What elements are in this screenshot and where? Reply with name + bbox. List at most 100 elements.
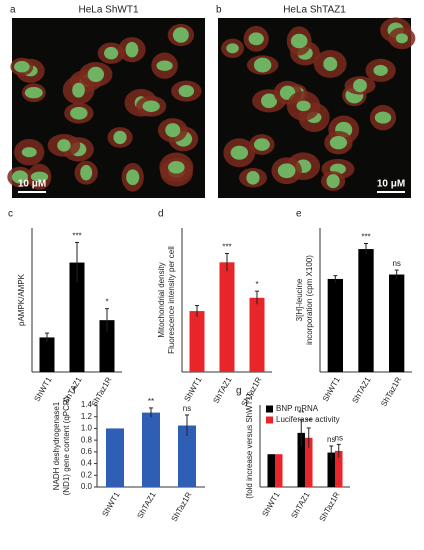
significance: * xyxy=(255,280,258,289)
y-axis-label: (fold increase versus ShWT1) xyxy=(245,393,254,499)
significance: *** xyxy=(222,243,231,252)
significance: *** xyxy=(361,233,370,242)
nucleus xyxy=(226,43,239,54)
nucleus xyxy=(296,100,311,112)
nucleus xyxy=(30,171,49,182)
y-tick-label: 0.2 xyxy=(81,470,93,479)
x-tick-label: ShWT1 xyxy=(182,375,203,403)
nucleus xyxy=(253,138,270,151)
bar xyxy=(305,437,313,487)
nucleus xyxy=(156,60,173,71)
bar xyxy=(178,425,196,487)
nucleus xyxy=(21,147,37,158)
significance: * xyxy=(105,298,108,307)
nucleus xyxy=(395,33,408,44)
bar xyxy=(99,320,115,372)
nucleus xyxy=(277,163,296,179)
panel-letter: a xyxy=(10,5,16,16)
y-tick-label: 1.2 xyxy=(81,412,93,421)
nucleus xyxy=(373,64,388,76)
nucleus xyxy=(57,139,71,152)
significance: ** xyxy=(306,417,312,426)
bar xyxy=(249,297,265,372)
nucleus xyxy=(323,56,338,72)
significance: ** xyxy=(148,397,154,406)
x-tick-label: ShTAZ1 xyxy=(135,490,157,520)
nucleus xyxy=(246,170,260,185)
nucleus xyxy=(253,57,272,73)
legend-swatch xyxy=(266,416,273,424)
x-tick-label: ShTAZ1 xyxy=(350,375,372,405)
y-tick-label: 0.8 xyxy=(81,435,93,444)
x-tick-label: ShWT1 xyxy=(321,375,342,403)
x-tick-label: ShWT1 xyxy=(32,375,53,403)
nucleus xyxy=(172,27,189,43)
bar xyxy=(358,249,374,372)
y-tick-label: 0.4 xyxy=(81,459,93,468)
nucleus xyxy=(104,46,119,60)
panel-letter: c xyxy=(8,209,13,220)
cells xyxy=(221,17,416,191)
bar xyxy=(327,452,335,487)
scale-bar-label: 10 μM xyxy=(377,179,405,190)
x-tick-label: ShTAZ1 xyxy=(211,375,233,405)
y-tick-label: 0.6 xyxy=(81,447,93,456)
bar xyxy=(297,432,305,487)
significance: ** xyxy=(298,409,304,418)
bar xyxy=(267,454,275,487)
panel-letter: b xyxy=(216,5,222,16)
scale-bar-label: 10 μM xyxy=(18,179,46,190)
nucleus xyxy=(374,111,392,124)
bar xyxy=(69,262,85,372)
x-tick-label: ShWT1 xyxy=(100,490,121,518)
bar xyxy=(39,337,55,372)
nucleus xyxy=(329,135,348,150)
bar xyxy=(219,262,235,372)
bar xyxy=(335,450,343,487)
y-axis-label: 3[H]-leucine xyxy=(295,278,304,321)
cells xyxy=(7,23,202,192)
nucleus xyxy=(11,170,29,184)
significance: ns xyxy=(327,435,335,444)
bar xyxy=(275,454,283,487)
y-tick-label: 1.4 xyxy=(81,400,93,409)
legend-label: BNP mRNA xyxy=(276,404,319,413)
significance: *** xyxy=(72,232,81,241)
nucleus xyxy=(70,106,88,120)
nucleus xyxy=(24,87,43,99)
panel-letter: f xyxy=(73,386,76,397)
nucleus xyxy=(113,130,127,145)
legend-label: Luciferase activity xyxy=(276,415,340,424)
y-axis-label: pAMPK/AMPK xyxy=(17,273,26,326)
legend-swatch xyxy=(266,405,273,413)
y-axis-label: NADH deshydrogenase1 xyxy=(52,401,61,490)
significance: ns xyxy=(335,433,343,442)
nucleus xyxy=(87,66,105,82)
y-tick-label: 1.0 xyxy=(81,424,93,433)
nucleus xyxy=(72,82,85,98)
bar xyxy=(189,311,205,372)
bar xyxy=(142,412,160,487)
nucleus xyxy=(80,164,93,181)
nucleus xyxy=(125,41,139,58)
nucleus xyxy=(126,169,140,186)
nucleus xyxy=(353,78,367,93)
nucleus xyxy=(142,100,160,112)
nucleus xyxy=(326,174,340,189)
x-tick-label: ShTaz1R xyxy=(379,375,403,408)
image-title: HeLa ShTAZ1 xyxy=(283,5,346,16)
bar xyxy=(106,428,124,487)
nucleus xyxy=(14,61,30,73)
panel-letter: e xyxy=(296,209,302,220)
x-tick-label: ShTaz1R xyxy=(170,490,194,523)
significance: ns xyxy=(183,404,191,413)
y-axis-label: incorporation (cpm X100) xyxy=(305,255,314,345)
panel-letter: d xyxy=(158,209,164,220)
nucleus xyxy=(261,93,278,109)
nucleus xyxy=(165,123,181,138)
significance: ns xyxy=(392,259,400,268)
y-tick-label: 0.0 xyxy=(81,482,93,491)
x-tick-label: ShTaz1R xyxy=(90,375,114,408)
nucleus xyxy=(168,161,185,174)
